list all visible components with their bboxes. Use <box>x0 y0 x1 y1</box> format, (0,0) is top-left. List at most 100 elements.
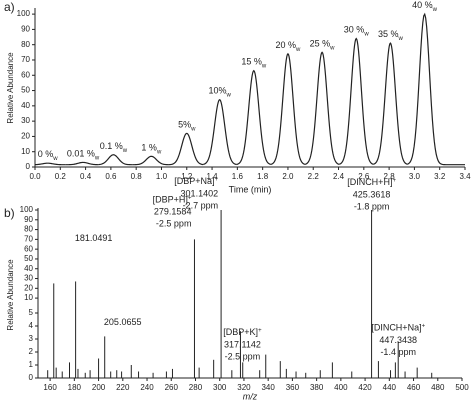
peak-label: 1 %w <box>141 143 162 155</box>
label-subscript: w <box>363 31 369 37</box>
mz-label: 205.0655 <box>104 317 142 327</box>
x-tick-label: 420 <box>358 383 372 392</box>
ion-label: [DBP+Na]+ <box>174 176 218 186</box>
x-tick-label: 0.6 <box>105 172 117 181</box>
peak-trace <box>270 52 306 165</box>
label-subscript: w <box>190 126 196 132</box>
y-axis-title: Relative Abundance <box>6 259 15 331</box>
label-subscript: w <box>122 147 128 153</box>
y-tick-label: 50 <box>21 86 30 95</box>
mz-label: 301.1402 <box>181 188 219 198</box>
label-subscript: w <box>52 156 58 162</box>
y-tick-label: 10 <box>24 293 33 302</box>
y-tick-label: 30 <box>21 116 30 125</box>
label-text: 40 % <box>412 0 433 10</box>
label-subscript: w <box>156 149 162 155</box>
y-tick-label: 20 <box>21 132 30 141</box>
x-tick-label: 0.8 <box>131 172 143 181</box>
label-text: 25 % <box>310 39 331 49</box>
x-tick-label: 320 <box>237 383 251 392</box>
x-tick-label: 1.0 <box>156 172 168 181</box>
x-tick-label: 280 <box>189 383 203 392</box>
ion-name: [DBP+H] <box>153 195 188 205</box>
peak-label: 35 %w <box>378 30 404 42</box>
y-tick-label: 20 <box>24 283 33 292</box>
ppm-label: -2.7 ppm <box>183 200 219 210</box>
ppm-label: -1.8 ppm <box>354 201 390 211</box>
y-tick-label: 90 <box>21 25 30 34</box>
label-text: 0.1 % <box>100 141 123 151</box>
label-subscript: w <box>329 45 335 51</box>
x-tick-label: 2.0 <box>282 172 294 181</box>
ion-label: [DINCH+H]+ <box>347 177 396 187</box>
peak-trace <box>98 154 133 166</box>
label-text: 15 % <box>241 57 262 67</box>
ion-charge: + <box>422 323 426 329</box>
mz-label: 279.1584 <box>154 207 192 217</box>
x-tick-label: 3.0 <box>409 172 421 181</box>
label-subscript: w <box>261 63 267 69</box>
y-tick-label: 70 <box>24 234 33 243</box>
peak-trace <box>407 12 465 166</box>
y-tick-label: 4 <box>29 321 34 330</box>
x-axis-title: m/z <box>243 391 258 401</box>
label-text: 5% <box>178 120 191 130</box>
mz-label: 181.0491 <box>75 233 113 243</box>
peak-label: 0.01 %w <box>67 149 100 161</box>
x-tick-label: 180 <box>68 383 82 392</box>
peak-trace <box>338 37 374 165</box>
label-text: 20 % <box>276 40 297 50</box>
x-tick-label: 200 <box>92 383 106 392</box>
x-tick-label: 220 <box>116 383 130 392</box>
x-tick-label: 160 <box>43 383 57 392</box>
ion-charge: + <box>188 195 192 201</box>
y-tick-label: 40 <box>21 101 30 110</box>
peak-trace <box>169 132 204 166</box>
x-tick-label: 380 <box>310 383 324 392</box>
x-tick-label: 2.8 <box>384 172 396 181</box>
ion-charge: + <box>392 178 396 184</box>
x-tick-label: 0.2 <box>55 172 67 181</box>
y-tick-label: 1 <box>29 360 34 369</box>
ion-name: [DBP+K] <box>223 328 258 338</box>
y-tick-label: 40 <box>24 264 33 273</box>
x-tick-label: 460 <box>407 383 421 392</box>
x-tick-label: 1.2 <box>181 172 193 181</box>
ion-name: [DINCH+Na] <box>371 323 421 333</box>
peak-label: 5%w <box>178 120 196 132</box>
x-tick-label: 440 <box>383 383 397 392</box>
label-text: 30 % <box>344 25 365 35</box>
mz-label: 425.3618 <box>353 189 391 199</box>
y-tick-label: 60 <box>21 70 30 79</box>
x-tick-label: 2.6 <box>358 172 370 181</box>
y-tick-label: 30 <box>24 274 33 283</box>
y-tick-label: 5 <box>29 308 34 317</box>
ion-label: [DBP+H]+ <box>153 195 192 205</box>
x-tick-label: 3.4 <box>459 172 471 181</box>
y-tick-label: 70 <box>21 55 30 64</box>
x-tick-label: 480 <box>431 383 445 392</box>
y-tick-label: 0 <box>26 162 31 171</box>
peak-label: 0 %w <box>38 150 59 162</box>
x-tick-label: 260 <box>165 383 179 392</box>
y-tick-label: 3 <box>29 334 34 343</box>
label-subscript: w <box>94 155 100 161</box>
panel-label: a) <box>4 0 15 14</box>
mz-label: 447.3438 <box>379 335 417 345</box>
peak-trace <box>132 155 170 166</box>
peak-label: 30 %w <box>344 25 370 37</box>
y-tick-label: 50 <box>24 254 33 263</box>
ppm-label: -2.5 ppm <box>225 352 261 362</box>
ion-label: [DBP+K]+ <box>223 328 262 338</box>
peak-label: 40 %w <box>412 0 438 12</box>
y-tick-label: 60 <box>24 244 33 253</box>
peak-label: 15 %w <box>241 57 267 69</box>
peak-trace <box>304 51 340 165</box>
label-text: 0.01 % <box>67 149 95 159</box>
x-tick-label: 2.4 <box>333 172 345 181</box>
y-tick-label: 2 <box>29 347 34 356</box>
x-tick-label: 1.6 <box>232 172 244 181</box>
peak-label: 25 %w <box>310 39 336 51</box>
label-text: 35 % <box>378 30 399 40</box>
x-tick-label: 3.2 <box>434 172 446 181</box>
